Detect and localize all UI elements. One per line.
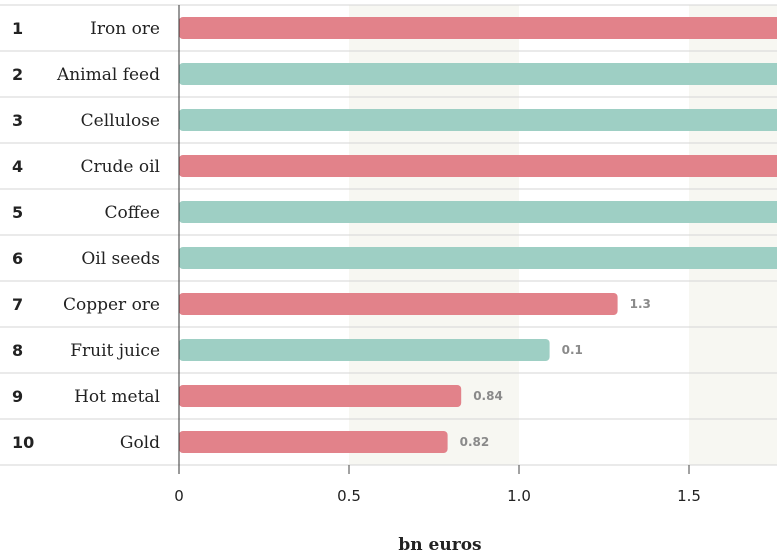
bar — [179, 293, 618, 315]
value-label: 0.82 — [460, 435, 490, 449]
rank-label: 3 — [12, 111, 23, 130]
x-axis-label: bn euros — [398, 535, 481, 555]
bar — [179, 247, 777, 269]
category-label: Hot metal — [74, 387, 160, 407]
tick-label: 1.0 — [507, 487, 531, 505]
x-axis-ticks: 00.51.01.52.02.53.0 — [174, 465, 701, 505]
tick-label: 0.5 — [337, 487, 361, 505]
rank-label: 5 — [12, 203, 23, 222]
value-label: 1.3 — [630, 297, 651, 311]
category-label: Coffee — [105, 203, 160, 223]
rank-label: 1 — [12, 19, 23, 38]
row-separators — [0, 4, 777, 466]
category-label: Iron ore — [90, 19, 160, 39]
bar — [179, 339, 550, 361]
rank-label: 6 — [12, 249, 23, 268]
rank-label: 2 — [12, 65, 23, 84]
bar — [179, 155, 777, 177]
bars: 3.12.82.52.12.01.91.30.10.840.82 — [179, 17, 777, 453]
tick-label: 0 — [174, 487, 184, 505]
tick-label: 1.5 — [677, 487, 701, 505]
bar — [179, 63, 777, 85]
category-label: Copper ore — [63, 295, 160, 315]
bar — [179, 201, 777, 223]
category-label: Gold — [120, 433, 160, 453]
bar — [179, 17, 777, 39]
category-labels: 1 Iron ore 2 Animal feed 3 Cellulose 4 Crude oi… — [12, 19, 160, 453]
category-label: Cellulose — [81, 111, 160, 131]
bar — [179, 385, 462, 407]
rank-label: 10 — [12, 433, 34, 452]
value-label: 0.84 — [473, 389, 503, 403]
bar — [179, 109, 777, 131]
bar — [179, 431, 448, 453]
category-label: Oil seeds — [81, 249, 160, 269]
rank-label: 4 — [12, 157, 23, 176]
category-label: Animal feed — [56, 65, 160, 85]
rank-label: 7 — [12, 295, 23, 314]
category-label: Crude oil — [80, 157, 160, 177]
category-label: Fruit juice — [70, 341, 160, 361]
rank-label: 8 — [12, 341, 23, 360]
rank-label: 9 — [12, 387, 23, 406]
value-label: 0.1 — [562, 343, 583, 357]
